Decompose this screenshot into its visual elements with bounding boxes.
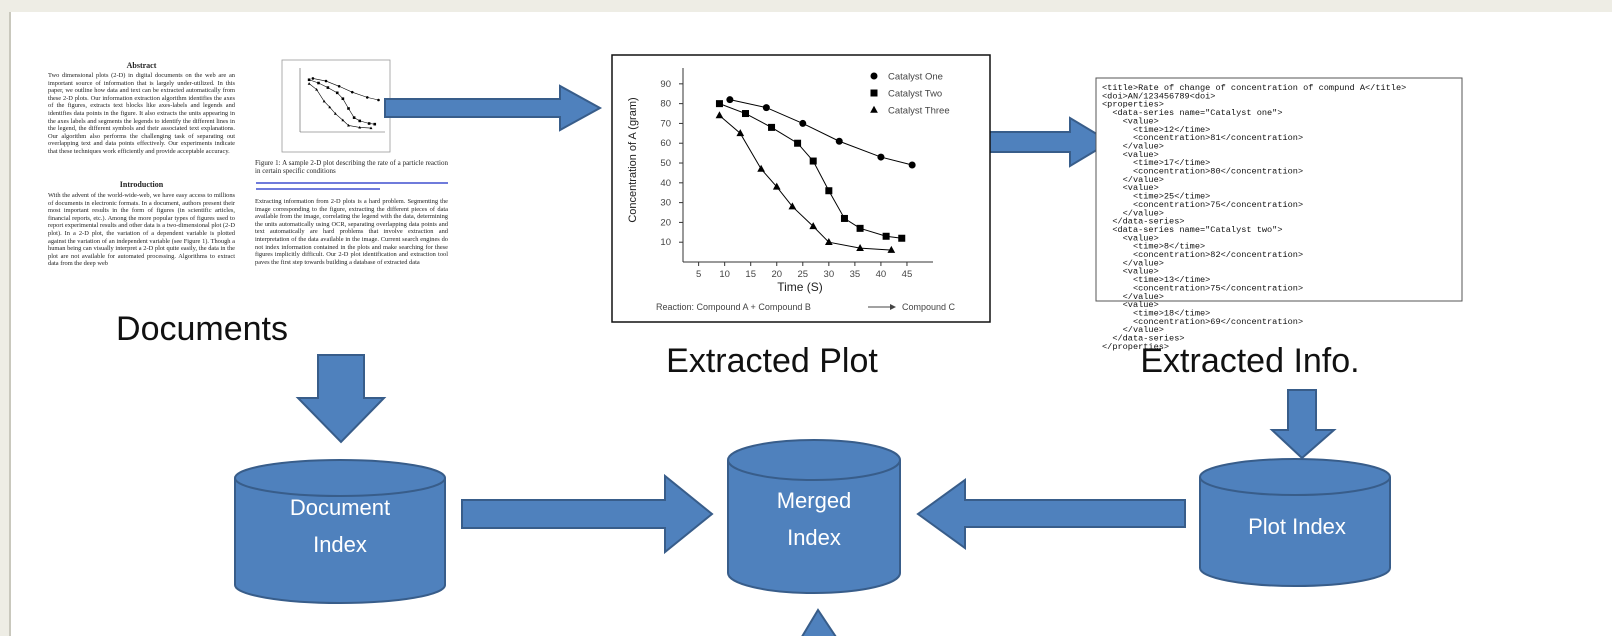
- y-tick-label: 40: [660, 178, 671, 189]
- marker: [325, 80, 328, 83]
- marker: [810, 158, 817, 165]
- marker: [368, 122, 371, 125]
- x-tick-label: 25: [798, 269, 809, 280]
- marker: [726, 96, 733, 103]
- node-label: Merged: [777, 488, 852, 513]
- cylinder-top: [728, 440, 900, 480]
- y-tick-label: 60: [660, 138, 671, 149]
- footer: Reaction: Compound A + Compound B: [656, 302, 811, 312]
- marker: [742, 110, 749, 117]
- y-tick-label: 10: [660, 237, 671, 248]
- marker: [836, 138, 843, 145]
- cylinder-top: [235, 460, 445, 496]
- marker: [871, 90, 878, 97]
- doc-heading: Abstract: [48, 61, 235, 70]
- x-axis-label: Time (S): [777, 280, 823, 294]
- cylinder-top: [1200, 459, 1390, 495]
- node-label: Index: [313, 532, 367, 557]
- marker: [336, 92, 339, 95]
- marker: [338, 85, 341, 88]
- marker: [841, 215, 848, 222]
- doc-heading: Introduction: [48, 180, 235, 189]
- page: { "documents": { "label": "Documents", "…: [0, 0, 1612, 636]
- doc-text: Extracting information from 2-D plots is…: [255, 198, 448, 266]
- marker: [312, 77, 315, 80]
- marker: [898, 235, 905, 242]
- marker: [347, 107, 350, 110]
- legend-label: Catalyst One: [888, 72, 943, 83]
- marker: [871, 73, 878, 80]
- node-label: Plot Index: [1248, 514, 1346, 539]
- thumbnail-plot: [282, 60, 390, 152]
- marker: [825, 187, 832, 194]
- marker: [877, 154, 884, 161]
- node-label: Index: [787, 525, 841, 550]
- x-tick-label: 45: [902, 269, 913, 280]
- marker: [377, 99, 380, 102]
- section-label: Extracted Plot: [666, 342, 878, 380]
- marker: [763, 104, 770, 111]
- marker: [799, 120, 806, 127]
- doc-caption: Figure 1: A sample 2-D plot describing t…: [255, 160, 448, 175]
- marker: [317, 82, 320, 85]
- marker: [909, 162, 916, 169]
- y-tick-label: 70: [660, 118, 671, 129]
- section-label: Extracted Info.: [1140, 342, 1359, 380]
- y-tick-label: 90: [660, 79, 671, 90]
- marker: [308, 78, 311, 81]
- footer: Compound C: [902, 302, 956, 312]
- marker: [358, 120, 361, 123]
- y-tick-label: 30: [660, 198, 671, 209]
- legend-label: Catalyst Two: [888, 89, 942, 100]
- y-tick-label: 20: [660, 217, 671, 228]
- x-tick-label: 30: [824, 269, 835, 280]
- doc-text: Two dimensional plots (2-D) in digital d…: [48, 72, 235, 156]
- y-tick-label: 50: [660, 158, 671, 169]
- x-tick-label: 10: [719, 269, 730, 280]
- section-label: Documents: [116, 310, 288, 348]
- x-tick-label: 40: [876, 269, 887, 280]
- x-tick-label: 5: [696, 269, 701, 280]
- marker: [716, 100, 723, 107]
- y-tick-label: 80: [660, 99, 671, 110]
- node-label: Document: [290, 495, 390, 520]
- marker: [351, 91, 354, 94]
- x-tick-label: 20: [771, 269, 782, 280]
- marker: [857, 225, 864, 232]
- xml-line: </properties>: [1102, 342, 1169, 352]
- marker: [353, 116, 356, 119]
- doc-text: With the advent of the world-wide-web, w…: [48, 192, 235, 268]
- diagram: Document Index Merged Index Plot Index D…: [0, 0, 1612, 636]
- x-tick-label: 15: [745, 269, 756, 280]
- marker: [373, 123, 376, 126]
- marker: [342, 97, 345, 100]
- marker: [366, 96, 369, 99]
- legend-label: Catalyst Three: [888, 106, 950, 117]
- marker: [883, 233, 890, 240]
- x-tick-label: 35: [850, 269, 861, 280]
- marker: [794, 140, 801, 147]
- marker: [768, 124, 775, 131]
- marker: [327, 86, 330, 89]
- y-axis-label: Concentration of A (gram): [627, 97, 639, 222]
